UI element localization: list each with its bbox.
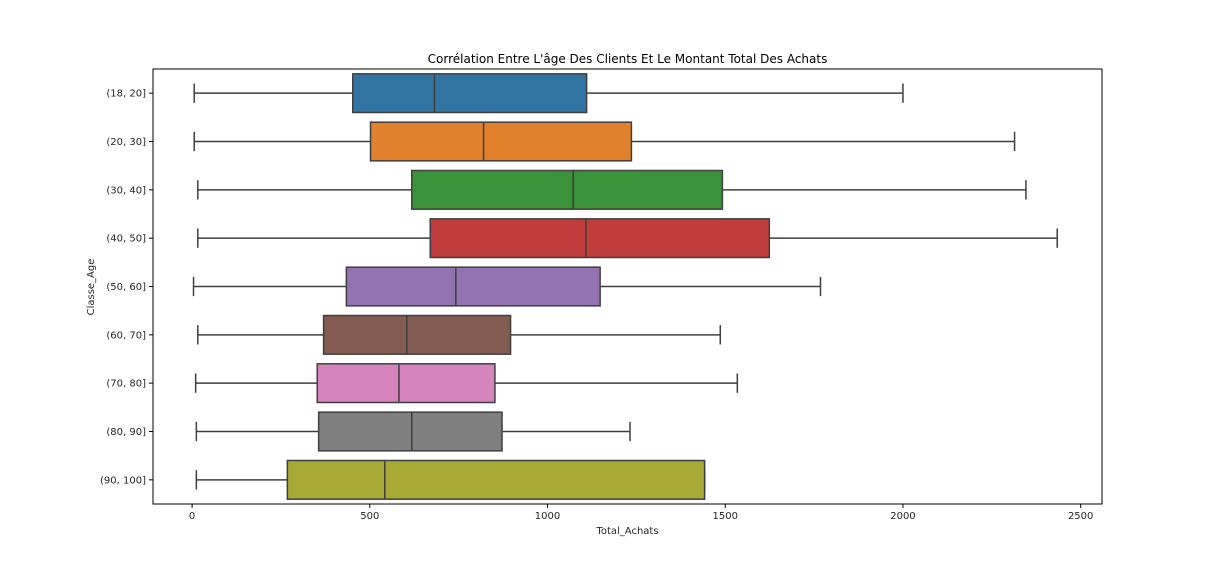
y-tick-label: (60, 70] xyxy=(106,330,146,341)
box-iqr xyxy=(316,363,496,404)
x-tick-label: 1500 xyxy=(713,511,738,522)
y-tick-label: (50, 60] xyxy=(106,282,146,293)
x-tick-label: 0 xyxy=(189,511,195,522)
box-iqr xyxy=(369,121,633,162)
box-iqr xyxy=(286,459,706,500)
box-iqr xyxy=(411,169,724,210)
y-tick-label: (90, 100] xyxy=(100,475,146,486)
x-tick-label: 2000 xyxy=(890,511,915,522)
x-tick-label: 2500 xyxy=(1068,511,1093,522)
box-iqr xyxy=(429,218,771,259)
plot-frame xyxy=(152,68,1103,505)
y-tick-label: (30, 40] xyxy=(106,185,146,196)
y-tick-label: (40, 50] xyxy=(106,234,146,245)
x-axis-label: Total_Achats xyxy=(595,526,658,537)
x-tick-label: 500 xyxy=(360,511,379,522)
box-iqr xyxy=(345,266,601,307)
chart-title: Corrélation Entre L'âge Des Clients Et L… xyxy=(428,52,828,66)
y-axis-label: Classe_Age xyxy=(86,259,97,316)
x-tick-label: 1000 xyxy=(535,511,560,522)
box-iqr xyxy=(317,411,503,452)
box-iqr xyxy=(352,73,588,114)
box-iqr xyxy=(322,314,512,355)
plot-area: (18, 20] (20, 30] (30, 40] (40, 50] (50, 60]… xyxy=(100,68,1103,522)
y-tick-label: (18, 20] xyxy=(106,89,146,100)
y-tick-label: (20, 30] xyxy=(106,137,146,148)
y-tick-label: (70, 80] xyxy=(106,379,146,390)
y-tick-label: (80, 90] xyxy=(106,427,146,438)
